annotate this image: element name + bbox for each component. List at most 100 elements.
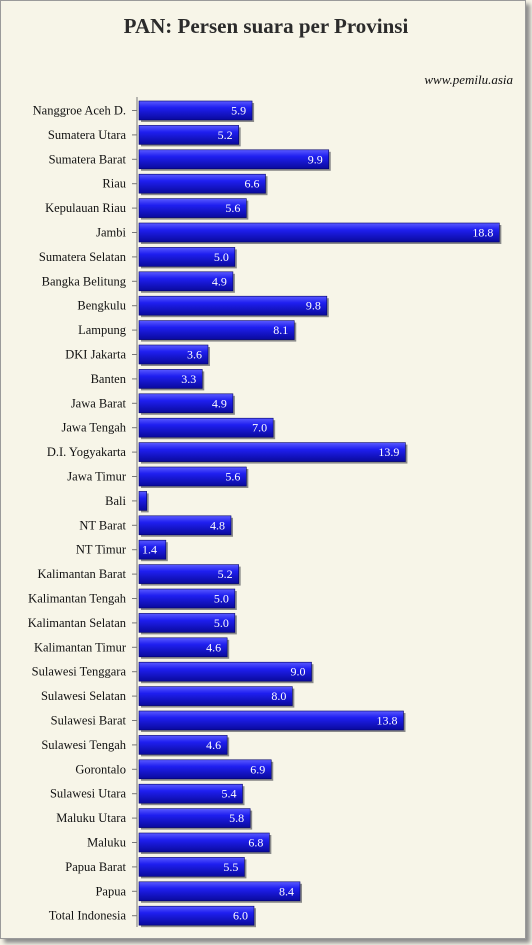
data-label: 5.5 bbox=[223, 860, 238, 874]
data-label: 5.0 bbox=[214, 616, 229, 630]
category-label: Maluku bbox=[87, 836, 127, 850]
category-label: Maluku Utara bbox=[56, 811, 126, 825]
category-label: Sulawesi Utara bbox=[50, 787, 126, 801]
data-label: 4.9 bbox=[212, 396, 227, 410]
category-label: Sulawesi Tenggara bbox=[32, 665, 127, 679]
source-label: www.pemilu.asia bbox=[424, 72, 513, 87]
data-label: 3.3 bbox=[181, 372, 196, 386]
category-label: Papua bbox=[95, 884, 126, 898]
bar bbox=[138, 905, 255, 926]
category-label: Sulawesi Barat bbox=[51, 714, 127, 728]
category-label: Jawa Barat bbox=[71, 396, 127, 410]
category-label: NT Timur bbox=[76, 543, 127, 557]
data-label: 5.6 bbox=[225, 201, 240, 215]
category-label: Jambi bbox=[96, 226, 126, 240]
bar bbox=[138, 491, 147, 511]
category-label: Sumatera Utara bbox=[48, 128, 127, 142]
bar bbox=[138, 613, 236, 633]
category-label: Gorontalo bbox=[75, 762, 126, 776]
bar bbox=[138, 442, 406, 462]
bar bbox=[138, 393, 234, 414]
category-label: Sumatera Barat bbox=[49, 152, 127, 166]
data-label: 18.8 bbox=[472, 226, 493, 240]
category-label: Sumatera Selatan bbox=[39, 250, 127, 264]
bar bbox=[138, 125, 239, 145]
category-label: Lampung bbox=[78, 323, 127, 337]
data-label: 8.1 bbox=[273, 323, 288, 337]
bar bbox=[138, 247, 236, 267]
data-label: 13.8 bbox=[377, 714, 398, 728]
bar bbox=[138, 100, 253, 121]
data-label: 6.6 bbox=[245, 177, 260, 191]
category-label: Sulawesi Selatan bbox=[41, 689, 127, 703]
bar bbox=[138, 369, 203, 389]
category-label: Bengkulu bbox=[77, 299, 126, 313]
data-label: 4.8 bbox=[210, 518, 225, 532]
bar bbox=[138, 686, 293, 706]
bar bbox=[138, 637, 228, 658]
data-label: 3.6 bbox=[187, 348, 202, 362]
category-label: Kalimantan Timur bbox=[34, 640, 127, 654]
bar bbox=[138, 271, 234, 292]
bar bbox=[138, 149, 330, 170]
data-label: 5.2 bbox=[218, 128, 233, 142]
category-label: Sulawesi Tengah bbox=[41, 738, 126, 752]
category-label: Kalimantan Tengah bbox=[28, 592, 127, 606]
bar bbox=[138, 417, 274, 438]
bar bbox=[138, 783, 243, 804]
category-label: Jawa Tengah bbox=[62, 421, 127, 435]
chart-title: PAN: Persen suara per Provinsi bbox=[123, 14, 409, 38]
data-label: 9.9 bbox=[308, 152, 323, 166]
data-label: 8.0 bbox=[271, 689, 286, 703]
data-label: 9.8 bbox=[306, 299, 321, 313]
data-label: 6.9 bbox=[250, 762, 265, 776]
bar bbox=[138, 539, 167, 560]
category-label: Bangka Belitung bbox=[42, 274, 127, 288]
bar bbox=[138, 710, 404, 731]
bar bbox=[138, 832, 270, 853]
data-label: 5.2 bbox=[218, 567, 233, 581]
data-label: 5.0 bbox=[214, 592, 229, 606]
bar bbox=[138, 881, 301, 902]
category-label: Kalimantan Barat bbox=[37, 567, 126, 581]
data-label: 1.4 bbox=[142, 543, 157, 557]
category-label: Jawa Timur bbox=[67, 470, 127, 484]
data-label: 7.0 bbox=[252, 421, 267, 435]
bar bbox=[138, 588, 236, 609]
data-label: 5.0 bbox=[214, 250, 229, 264]
category-label: Bali bbox=[105, 494, 126, 508]
category-label: Nanggroe Aceh D. bbox=[33, 104, 126, 118]
bar bbox=[138, 198, 247, 218]
bar bbox=[138, 735, 228, 755]
data-label: 6.8 bbox=[248, 836, 263, 850]
data-label: 4.9 bbox=[212, 274, 227, 288]
bar bbox=[138, 173, 266, 194]
category-label: D.I. Yogyakarta bbox=[47, 445, 127, 459]
category-label: Papua Barat bbox=[65, 860, 126, 874]
data-label: 4.6 bbox=[206, 738, 221, 752]
data-label: 5.4 bbox=[222, 787, 237, 801]
bar bbox=[138, 320, 295, 340]
data-label: 13.9 bbox=[378, 445, 399, 459]
data-label: 9.0 bbox=[291, 665, 306, 679]
bar bbox=[138, 808, 251, 828]
data-label: 5.9 bbox=[231, 104, 246, 118]
bar bbox=[138, 857, 245, 877]
category-label: Total Indonesia bbox=[49, 909, 127, 923]
bar bbox=[138, 222, 500, 243]
data-label: 6.0 bbox=[233, 909, 248, 923]
data-label: 8.4 bbox=[279, 884, 294, 898]
bar bbox=[138, 515, 232, 536]
category-label: Banten bbox=[91, 372, 127, 386]
data-label: 4.6 bbox=[206, 640, 221, 654]
bar bbox=[138, 564, 239, 584]
data-label: 5.8 bbox=[229, 811, 244, 825]
bar bbox=[138, 466, 247, 487]
category-label: NT Barat bbox=[79, 518, 126, 532]
category-label: Kalimantan Selatan bbox=[28, 616, 127, 630]
category-label: DKI Jakarta bbox=[65, 348, 126, 362]
category-label: Kepulauan Riau bbox=[45, 201, 127, 215]
bar bbox=[138, 344, 209, 365]
bar bbox=[138, 295, 328, 316]
